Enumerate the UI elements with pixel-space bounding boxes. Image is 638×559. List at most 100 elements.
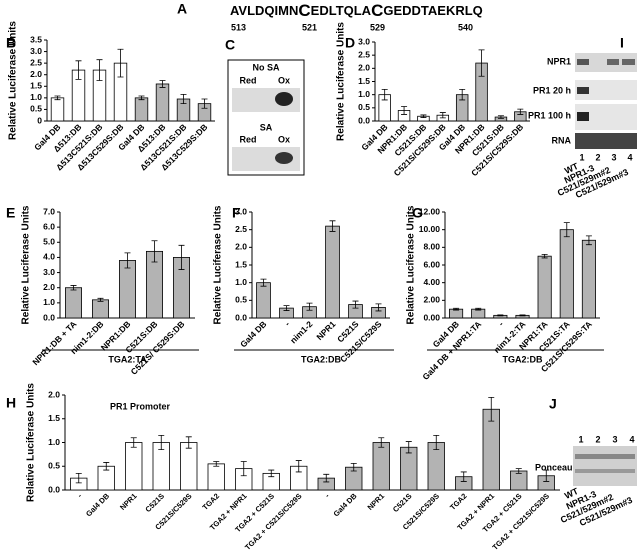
y-tick-label: 2.0 <box>235 242 247 252</box>
bar <box>559 229 574 319</box>
x-tick-label: - <box>75 491 83 499</box>
group-label: TGA2:DB <box>503 354 543 364</box>
error-bar <box>541 254 548 259</box>
error-bar <box>543 469 550 482</box>
blot <box>575 133 637 149</box>
x-tick-label: Gal4 DB <box>238 319 268 349</box>
y-tick-label: 0.0 <box>235 312 247 322</box>
panel-letter: C <box>225 37 235 53</box>
sequence: AVLDQIMNCEDLTQLACGEDDTAEKRLQ <box>230 1 483 20</box>
row-label: PR1 100 h <box>528 110 571 120</box>
bar <box>65 287 83 319</box>
bar <box>155 83 170 122</box>
error-bar <box>497 115 504 119</box>
y-tick-label: 2.0 <box>30 69 42 79</box>
y-tick-label: 0 <box>37 115 42 125</box>
bar <box>537 255 552 319</box>
y-tick-label: 3.0 <box>358 36 370 46</box>
error-bar <box>585 235 592 246</box>
error-bar <box>124 252 131 269</box>
error-bar <box>488 396 495 422</box>
error-bar <box>268 469 275 478</box>
group-label: TGA2:TA <box>108 354 147 364</box>
error-bar <box>405 441 412 454</box>
error-bar <box>180 93 187 105</box>
y-tick-label: 8.00 <box>423 242 440 252</box>
error-bar <box>130 437 137 448</box>
y-tick-label: 1.5 <box>358 76 370 86</box>
error-bar <box>475 307 482 311</box>
seq-cys: C <box>371 1 383 20</box>
bar <box>92 299 110 319</box>
error-bar <box>97 297 104 302</box>
y-tick-label: 12.00 <box>419 206 441 216</box>
y-tick-label: 1.0 <box>48 437 60 447</box>
seq-part: GEDDTAEKRLQ <box>383 3 482 18</box>
blot-title: No SA <box>253 62 281 72</box>
y-tick-label: 0.0 <box>358 115 370 125</box>
y-tick-label: 10.00 <box>419 224 441 234</box>
error-bar <box>178 244 185 270</box>
error-bar <box>433 434 440 451</box>
y-tick-label: 6.00 <box>423 259 440 269</box>
error-bar <box>185 436 192 449</box>
x-tick-label: - <box>282 319 291 328</box>
error-bar <box>401 106 408 115</box>
x-tick-label: NPR1 <box>366 491 387 512</box>
error-bar <box>283 305 290 311</box>
x-tick-label: Gal4 DB <box>84 491 111 518</box>
y-tick-label: 6.0 <box>43 221 55 231</box>
lane-number: 2 <box>595 434 600 444</box>
bar <box>581 239 596 319</box>
lane-number: 4 <box>627 152 632 162</box>
error-bar <box>420 114 427 118</box>
y-axis-label: Relative Luciferase Units <box>213 205 224 324</box>
y-tick-label: 7.0 <box>43 206 55 216</box>
lane-number: 3 <box>612 434 617 444</box>
seq-position: 521 <box>302 22 317 32</box>
lane-number: 4 <box>629 434 634 444</box>
x-tick-label: C521S <box>391 491 414 514</box>
lane-number: 3 <box>611 152 616 162</box>
bar <box>449 308 464 319</box>
panel-letter: A <box>177 1 187 17</box>
lane-number: 1 <box>579 152 584 162</box>
panel-letter: E <box>6 205 15 221</box>
error-bar <box>453 307 460 311</box>
bar <box>125 442 143 491</box>
error-bar <box>519 314 526 317</box>
blot <box>575 53 637 72</box>
error-bar <box>213 461 220 467</box>
y-tick-label: 5.0 <box>43 237 55 247</box>
bar <box>207 463 225 491</box>
seq-position: 529 <box>370 22 385 32</box>
y-tick-label: 1.5 <box>48 413 60 423</box>
error-bar <box>306 302 313 311</box>
y-tick-label: 2.0 <box>43 282 55 292</box>
error-bar <box>517 108 524 115</box>
bar <box>325 225 340 319</box>
x-tick-label: NPR1 <box>118 491 139 512</box>
chart-title: PR1 Promoter <box>110 401 171 411</box>
row-label: NPR1 <box>547 56 571 66</box>
band <box>275 92 293 106</box>
error-bar <box>352 300 359 309</box>
x-tick-label: C521S <box>143 491 166 514</box>
blot <box>573 446 637 486</box>
lane-label: Ox <box>278 134 290 144</box>
error-bar <box>158 434 165 451</box>
error-bar <box>75 472 82 484</box>
error-bar <box>323 473 330 483</box>
y-tick-label: 0.5 <box>235 295 247 305</box>
y-axis-label: Relative Luciferase Units <box>21 205 32 324</box>
y-tick-label: 1.0 <box>30 92 42 102</box>
error-bar <box>515 468 522 474</box>
error-bar <box>75 60 82 80</box>
x-tick-label: - <box>496 319 505 328</box>
panel-letter: H <box>6 395 16 411</box>
error-bar <box>439 112 446 119</box>
error-bar <box>478 49 485 77</box>
error-bar <box>459 89 466 101</box>
y-axis-label: Relative Luciferase Units <box>26 383 37 502</box>
lane-number: 2 <box>595 152 600 162</box>
